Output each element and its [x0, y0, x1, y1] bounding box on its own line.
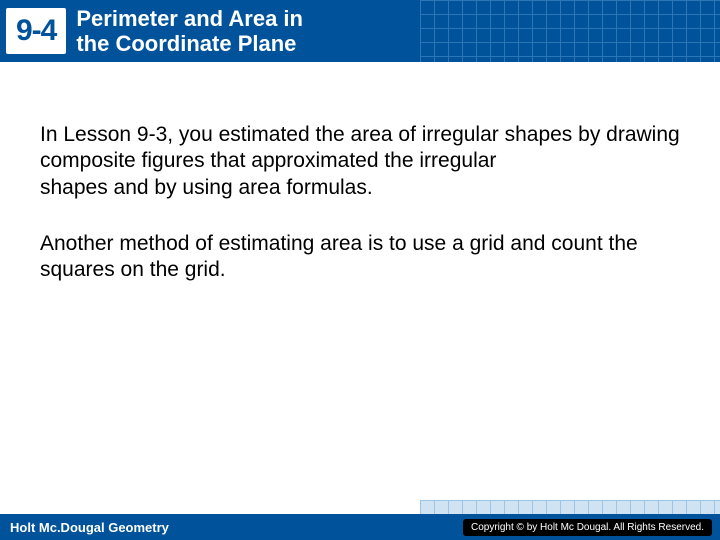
footer-grid-decoration: [420, 500, 720, 514]
footer-copyright: Copyright © by Holt Mc Dougal. All Right…: [463, 519, 712, 536]
paragraph-1b: shapes and by using area formulas.: [40, 176, 373, 199]
paragraph-1: In Lesson 9-3, you estimated the area of…: [40, 122, 680, 201]
header-grid-decoration: [420, 0, 720, 62]
slide-header: 9-4 Perimeter and Area in the Coordinate…: [0, 0, 720, 62]
title-line-2: the Coordinate Plane: [76, 31, 303, 56]
footer-publisher: Holt Mc.Dougal Geometry: [10, 520, 169, 535]
slide-footer: Holt Mc.Dougal Geometry Copyright © by H…: [0, 514, 720, 540]
lesson-title: Perimeter and Area in the Coordinate Pla…: [76, 6, 303, 57]
paragraph-2: Another method of estimating area is to …: [40, 231, 680, 284]
paragraph-1a: In Lesson 9-3, you estimated the area of…: [40, 123, 680, 172]
slide-content: In Lesson 9-3, you estimated the area of…: [0, 62, 720, 283]
title-line-1: Perimeter and Area in: [76, 6, 303, 31]
lesson-number-badge: 9-4: [6, 8, 66, 54]
